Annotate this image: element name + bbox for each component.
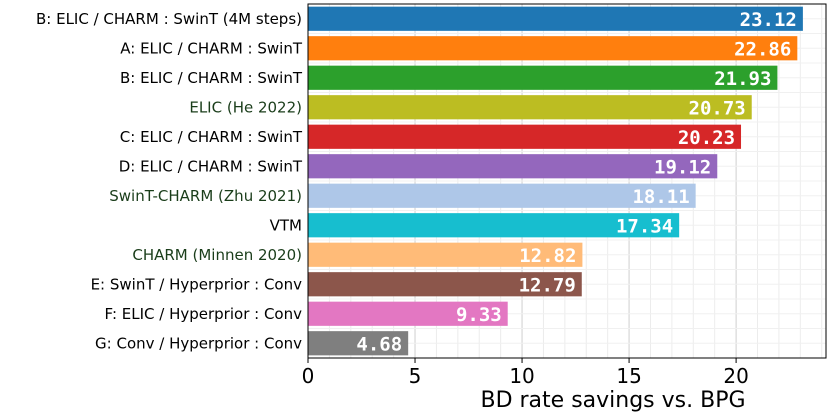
bar — [308, 65, 778, 90]
x-tick-label: 20 — [723, 364, 748, 388]
bar-value-label: 23.12 — [740, 9, 797, 31]
x-axis-title: BD rate savings vs. BPG — [480, 388, 745, 413]
bar — [308, 331, 409, 356]
bar-value-label: 20.23 — [678, 127, 735, 149]
bar-value-label: 18.11 — [632, 186, 689, 208]
bar-value-label: 20.73 — [689, 97, 746, 119]
category-labels: B: ELIC / CHARM : SwinT (4M steps) A: ELI… — [36, 10, 303, 353]
plot-frame — [307, 3, 827, 359]
bar — [308, 183, 696, 208]
category-label: G: Conv / Hyperprior : Conv — [95, 334, 302, 352]
grid-lines — [307, 3, 826, 359]
x-tick-label: 0 — [302, 364, 315, 388]
category-label: CHARM (Minnen 2020) — [132, 246, 302, 264]
category-label: F: ELIC / Hyperprior : Conv — [104, 305, 302, 323]
category-label: C: ELIC / CHARM : SwinT — [120, 128, 303, 146]
bar-value-label: 4.68 — [356, 333, 402, 355]
category-label: SwinT-CHARM (Zhu 2021) — [109, 187, 302, 205]
bars: 23.12 22.86 21.93 20.73 20.23 19.12 18.11 17.34… — [308, 6, 803, 356]
bar-value-label: 21.93 — [714, 68, 771, 90]
bar-value-label: 17.34 — [616, 215, 673, 237]
category-label: B: ELIC / CHARM : SwinT — [120, 69, 303, 87]
bar-value-label: 9.33 — [456, 304, 502, 326]
bar — [308, 6, 803, 31]
bar-value-label: 22.86 — [734, 38, 791, 60]
category-label: ELIC (He 2022) — [189, 98, 302, 116]
category-label: A: ELIC / CHARM : SwinT — [120, 39, 303, 57]
category-label: E: SwinT / Hyperprior : Conv — [91, 275, 303, 293]
bar — [308, 95, 752, 120]
bar — [308, 301, 508, 326]
bar-value-label: 19.12 — [654, 156, 711, 178]
bar — [308, 272, 582, 297]
category-label: B: ELIC / CHARM : SwinT (4M steps) — [36, 10, 302, 28]
bar — [308, 36, 798, 61]
bar-value-label: 12.82 — [519, 245, 576, 267]
bar — [308, 242, 583, 267]
bar-value-label: 12.79 — [519, 274, 576, 296]
category-label: D: ELIC / CHARM : SwinT — [119, 157, 303, 175]
bar — [308, 124, 742, 149]
x-tick-label: 10 — [509, 364, 534, 388]
bar — [308, 154, 718, 179]
x-axis-ticks: 0 5 10 15 20 — [302, 358, 749, 388]
x-tick-label: 15 — [616, 364, 641, 388]
x-tick-label: 5 — [409, 364, 422, 388]
bar — [308, 213, 680, 238]
category-label: VTM — [270, 216, 302, 234]
